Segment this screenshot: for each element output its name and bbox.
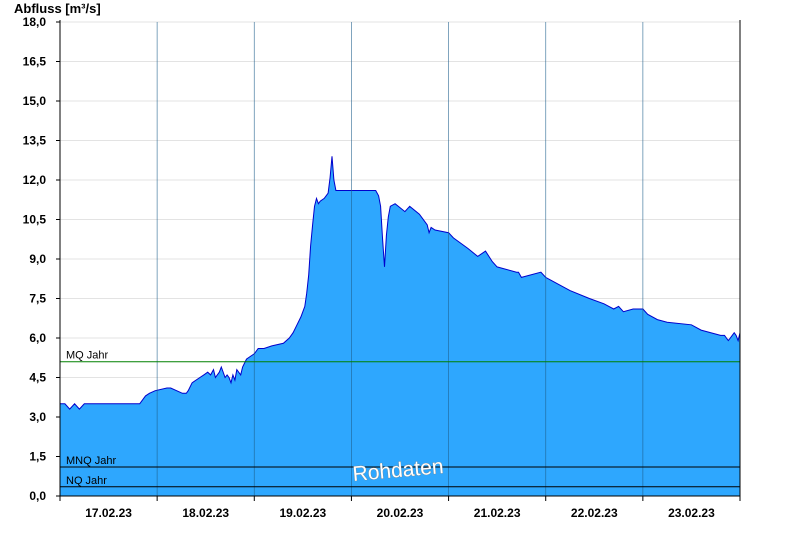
reference-line-label: MNQ Jahr <box>66 455 116 467</box>
x-tick-label: 17.02.23 <box>85 506 132 520</box>
y-tick-label: 10,5 <box>23 213 47 227</box>
y-tick-label: 9,0 <box>29 252 46 266</box>
y-tick-label: 0,0 <box>29 489 46 503</box>
x-tick-label: 23.02.23 <box>668 506 715 520</box>
discharge-area <box>60 156 740 497</box>
y-tick-label: 13,5 <box>23 134 47 148</box>
discharge-line <box>60 156 741 410</box>
x-tick-label: 19.02.23 <box>279 506 326 520</box>
reference-line-label: MQ Jahr <box>66 350 109 362</box>
y-tick-label: 7,5 <box>29 292 46 306</box>
discharge-series <box>60 156 741 497</box>
x-tick-label: 20.02.23 <box>377 506 424 520</box>
x-axis-ticks: 17.02.23 18.02.23 19.02.23 20.02.23 21.02.23… <box>59 496 741 520</box>
y-tick-label: 3,0 <box>29 410 46 424</box>
y-axis-ticks: 0,0 1,5 3,0 4,5 6,0 7,5 9,0 10,5 12,0 13,5 15,0 16,… <box>23 15 60 503</box>
y-tick-label: 6,0 <box>29 331 46 345</box>
y-tick-label: 12,0 <box>23 173 47 187</box>
y-tick-label: 16,5 <box>23 55 47 69</box>
x-tick-label: 21.02.23 <box>474 506 521 520</box>
x-tick-label: 22.02.23 <box>571 506 618 520</box>
day-divider-lines <box>156 22 644 496</box>
y-axis-title: Abfluss [m³/s] <box>14 1 101 16</box>
y-tick-label: 4,5 <box>29 371 46 385</box>
y-tick-label: 15,0 <box>23 94 47 108</box>
y-tick-label: 1,5 <box>29 450 46 464</box>
reference-lines: MQ Jahr MNQ Jahr NQ Jahr <box>60 350 740 488</box>
watermark-rohdaten: Rohdaten <box>352 455 445 486</box>
reference-line-label: NQ Jahr <box>66 475 107 487</box>
x-tick-label: 18.02.23 <box>182 506 229 520</box>
y-tick-label: 18,0 <box>23 15 47 29</box>
